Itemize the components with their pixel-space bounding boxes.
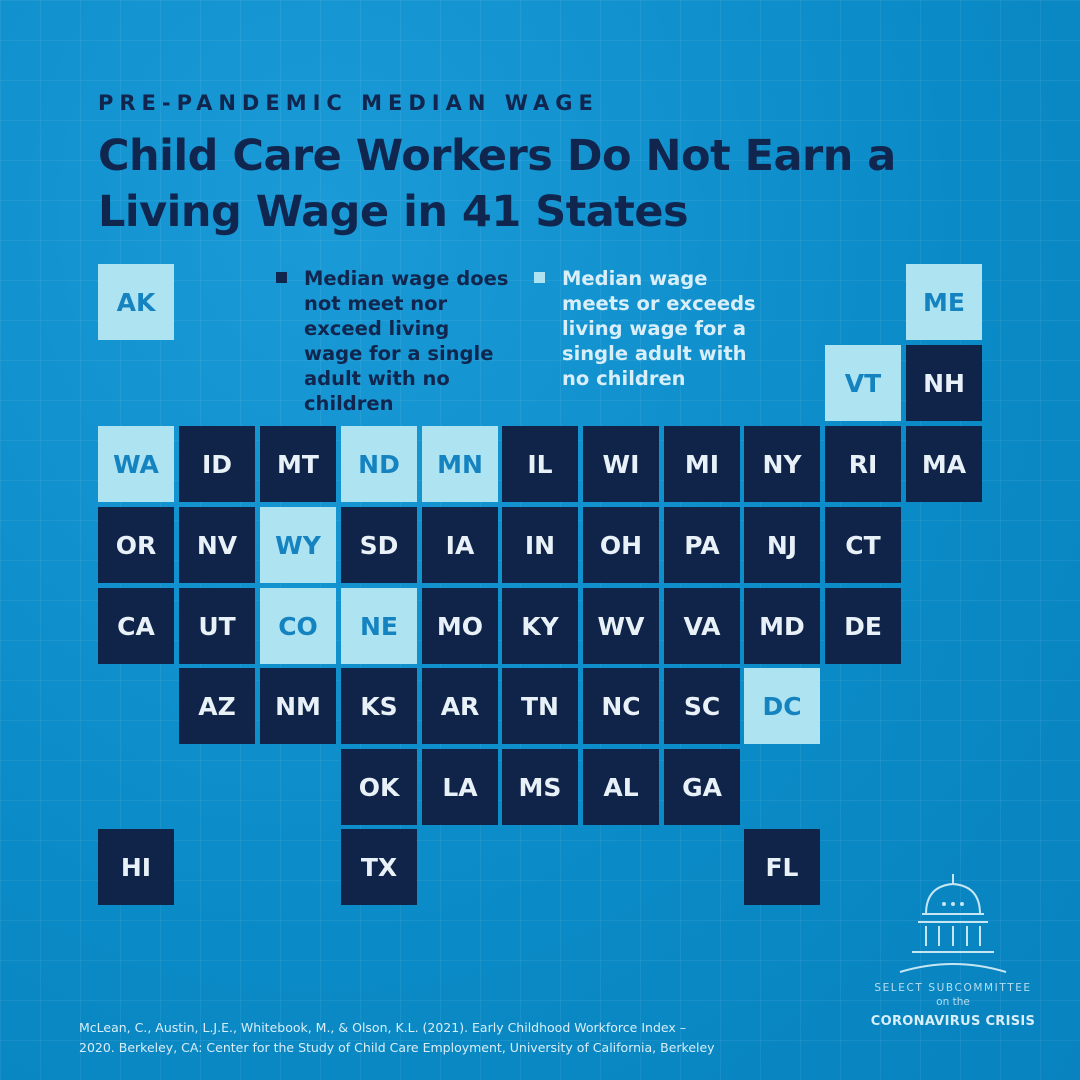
state-tile-ca: CA	[98, 588, 174, 664]
legend-label-not-meet: Median wage does not meet nor exceed liv…	[304, 267, 509, 415]
logo-line-2: on the	[936, 996, 970, 1008]
state-tile-ia: IA	[422, 507, 498, 583]
state-tile-la: LA	[422, 749, 498, 825]
state-tile-dc: DC	[744, 668, 820, 744]
state-tile-mn: MN	[422, 426, 498, 502]
state-tile-fl: FL	[744, 829, 820, 905]
state-tile-ks: KS	[341, 668, 417, 744]
state-tile-me: ME	[906, 264, 982, 340]
state-tile-wi: WI	[583, 426, 659, 502]
state-tile-ky: KY	[502, 588, 578, 664]
state-tile-id: ID	[179, 426, 255, 502]
state-tile-in: IN	[502, 507, 578, 583]
state-tile-ri: RI	[825, 426, 901, 502]
state-tile-va: VA	[664, 588, 740, 664]
state-tile-ak: AK	[98, 264, 174, 340]
state-tile-wy: WY	[260, 507, 336, 583]
state-tile-co: CO	[260, 588, 336, 664]
state-tile-tn: TN	[502, 668, 578, 744]
state-tile-sd: SD	[341, 507, 417, 583]
state-tile-hi: HI	[98, 829, 174, 905]
state-tile-or: OR	[98, 507, 174, 583]
state-tile-ut: UT	[179, 588, 255, 664]
page-title: Child Care Workers Do Not Earn a Living …	[98, 131, 896, 237]
capitol-dome-icon	[899, 874, 1007, 973]
state-tile-vt: VT	[825, 345, 901, 421]
legend-label-meets: Median wage meets or exceeds living wage…	[562, 267, 756, 390]
subcommittee-logo: SELECT SUBCOMMITTEE on the CORONAVIRUS C…	[868, 872, 1038, 1042]
state-tile-nm: NM	[260, 668, 336, 744]
state-tile-ar: AR	[422, 668, 498, 744]
state-tile-al: AL	[583, 749, 659, 825]
state-tile-ga: GA	[664, 749, 740, 825]
state-tile-ne: NE	[341, 588, 417, 664]
state-tile-ms: MS	[502, 749, 578, 825]
state-tile-nd: ND	[341, 426, 417, 502]
state-tile-oh: OH	[583, 507, 659, 583]
state-tile-ma: MA	[906, 426, 982, 502]
state-tile-wv: WV	[583, 588, 659, 664]
state-tile-ny: NY	[744, 426, 820, 502]
logo-line-3: CORONAVIRUS CRISIS	[870, 1014, 1036, 1029]
subtitle: PRE-PANDEMIC MEDIAN WAGE	[98, 91, 599, 115]
state-tile-nh: NH	[906, 345, 982, 421]
state-tile-wa: WA	[98, 426, 174, 502]
legend-swatch-light	[534, 272, 545, 283]
state-tile-tx: TX	[341, 829, 417, 905]
state-tile-mt: MT	[260, 426, 336, 502]
logo-line-1: SELECT SUBCOMMITTEE	[874, 982, 1032, 994]
state-tile-ok: OK	[341, 749, 417, 825]
state-tile-md: MD	[744, 588, 820, 664]
state-tile-az: AZ	[179, 668, 255, 744]
state-tile-nj: NJ	[744, 507, 820, 583]
state-tile-nc: NC	[583, 668, 659, 744]
source-citation: McLean, C., Austin, L.J.E., Whitebook, M…	[79, 1020, 715, 1055]
state-tile-sc: SC	[664, 668, 740, 744]
legend-swatch-dark	[276, 272, 287, 283]
state-tile-ct: CT	[825, 507, 901, 583]
state-tile-il: IL	[502, 426, 578, 502]
state-tile-nv: NV	[179, 507, 255, 583]
state-tile-pa: PA	[664, 507, 740, 583]
state-tile-de: DE	[825, 588, 901, 664]
state-tile-mo: MO	[422, 588, 498, 664]
state-tile-mi: MI	[664, 426, 740, 502]
